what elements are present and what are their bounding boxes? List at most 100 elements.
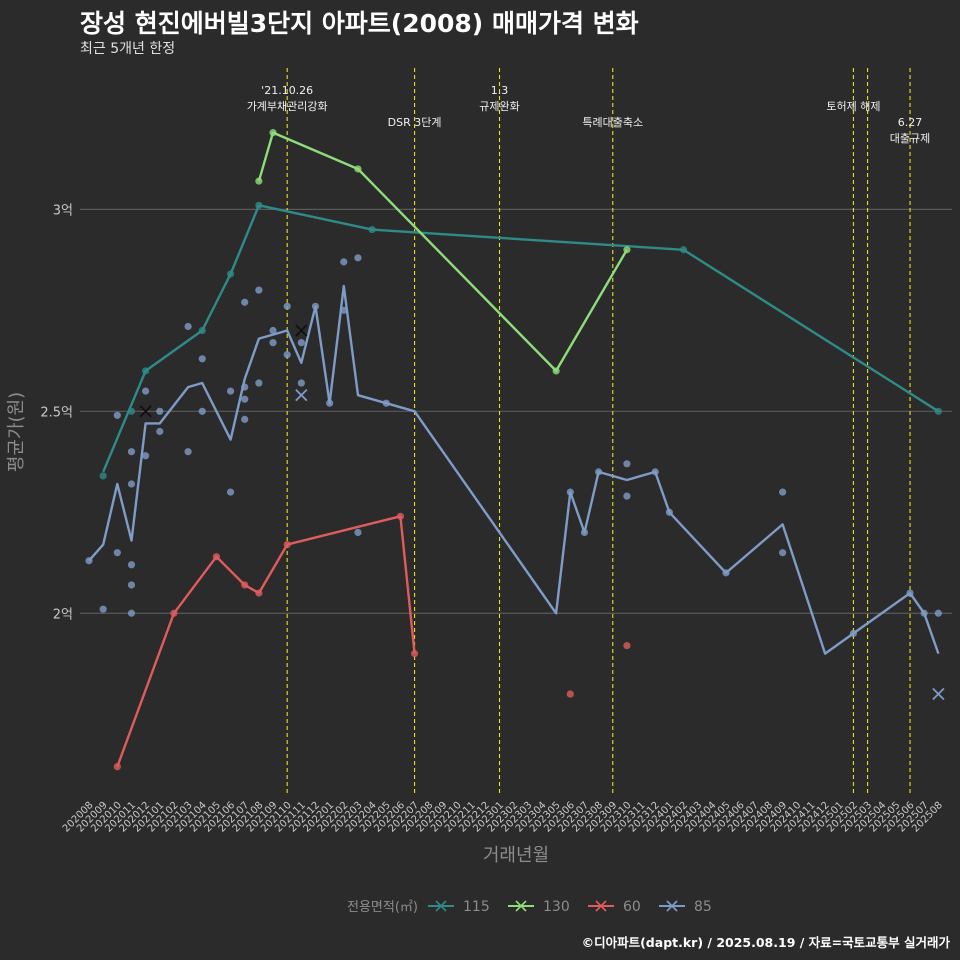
y-tick-label: 2.5억	[40, 405, 73, 420]
data-point-85	[665, 508, 673, 516]
data-point-85	[241, 395, 249, 403]
data-point-115	[368, 225, 376, 234]
data-point-85	[779, 488, 787, 496]
data-point-85	[297, 379, 305, 387]
data-point-115	[255, 201, 263, 209]
data-point-85	[85, 557, 93, 565]
legend-item-85: 85	[659, 899, 712, 915]
legend-label: 130	[543, 899, 570, 915]
data-point-115	[679, 246, 688, 254]
data-point-115	[226, 270, 235, 278]
legend-key-cross	[515, 900, 527, 912]
data-point-85	[156, 427, 164, 436]
data-point-85	[113, 549, 121, 557]
data-point-115	[127, 407, 136, 415]
data-point-85	[382, 399, 390, 407]
data-point-85	[269, 326, 277, 335]
data-point-60	[283, 540, 291, 549]
policy-annotation: DSR 3단계	[388, 116, 442, 129]
data-point-85	[283, 351, 291, 359]
cross-stroke	[139, 405, 152, 418]
data-point-60	[212, 553, 221, 561]
policy-annotation: 6.27	[898, 116, 923, 129]
y-axis-title: 평균가(원)	[6, 392, 27, 472]
data-point-85	[354, 528, 362, 537]
policy-annotation: 특례대출축소	[582, 116, 643, 129]
chart-title: 장성 현진에버빌3단지 아파트(2008) 매매가격 변화	[80, 9, 639, 38]
legend-title: 전용면적(㎡)	[347, 900, 418, 915]
y-tick-label: 3억	[53, 203, 73, 218]
legend-label: 115	[463, 899, 490, 915]
legend-item-115: 115	[428, 899, 490, 915]
data-point-85	[241, 383, 249, 391]
legend-key-cross	[595, 900, 607, 912]
cross-stroke	[932, 687, 945, 701]
data-point-60	[566, 690, 574, 698]
data-point-85	[226, 488, 235, 496]
data-point-85	[241, 415, 249, 423]
y-tick-label: 2억	[53, 607, 73, 622]
x-axis-title: 거래년월	[483, 845, 549, 866]
data-point-115	[99, 472, 107, 480]
data-point-85	[226, 387, 235, 395]
data-point-115	[934, 407, 942, 415]
data-point-85	[934, 609, 942, 617]
data-point-85	[269, 339, 277, 347]
policy-annotation: 대출규제	[890, 132, 930, 145]
series-line-85	[88, 284, 940, 655]
legend-key-cross	[666, 900, 678, 912]
policy-annotation: 1.3	[491, 84, 509, 97]
data-point-115	[142, 367, 150, 375]
data-point-85	[255, 286, 263, 294]
data-point-130	[354, 165, 362, 173]
legend-item-60: 60	[588, 899, 641, 915]
data-point-130	[623, 246, 631, 254]
data-point-85	[156, 407, 164, 415]
data-point-60	[410, 650, 419, 658]
data-point-85	[198, 407, 206, 415]
data-point-85	[184, 322, 192, 331]
data-point-115	[198, 326, 206, 335]
data-point-85	[340, 306, 348, 314]
data-point-85	[340, 258, 348, 266]
data-point-60	[396, 512, 405, 520]
series-line-60	[116, 515, 416, 768]
data-point-85	[198, 355, 206, 363]
data-point-85	[283, 302, 291, 310]
policy-annotation: 규제완화	[479, 100, 519, 113]
series-line-130	[257, 131, 628, 373]
data-point-60	[623, 641, 631, 650]
data-point-85	[595, 468, 603, 476]
data-point-85	[566, 488, 574, 496]
legend-key-cross	[435, 900, 447, 912]
chart-subtitle: 최근 5개년 한정	[80, 41, 176, 57]
cross-stroke	[295, 324, 308, 337]
data-point-85	[127, 561, 136, 569]
data-point-85	[127, 581, 136, 589]
data-point-85	[241, 298, 249, 306]
data-point-85	[920, 609, 928, 617]
data-point-85	[722, 569, 730, 577]
policy-annotation: 가계부채관리강화	[247, 100, 328, 113]
data-point-60	[170, 609, 178, 617]
data-point-130	[255, 177, 263, 185]
cross-stroke	[295, 389, 308, 402]
data-point-85	[354, 254, 362, 262]
legend: 전용면적(㎡) 115 130 60 85	[347, 899, 712, 915]
legend-label: 60	[623, 899, 641, 915]
data-point-130	[269, 129, 277, 137]
data-point-85	[623, 460, 631, 468]
data-point-85	[127, 448, 136, 456]
data-point-85	[113, 411, 121, 419]
data-point-85	[906, 589, 914, 597]
data-point-60	[241, 581, 249, 589]
data-point-85	[297, 339, 305, 347]
cancelled-trade-marker	[295, 324, 308, 337]
cancelled-trade-marker	[139, 405, 152, 418]
data-point-85	[849, 629, 858, 638]
source-caption: ©디아파트(dapt.kr) / 2025.08.19 / 자료=국토교통부 실…	[581, 935, 950, 950]
legend-item-130: 130	[508, 899, 570, 915]
legend-label: 85	[694, 899, 712, 915]
series-line-115	[102, 204, 940, 473]
data-point-85	[779, 549, 787, 557]
